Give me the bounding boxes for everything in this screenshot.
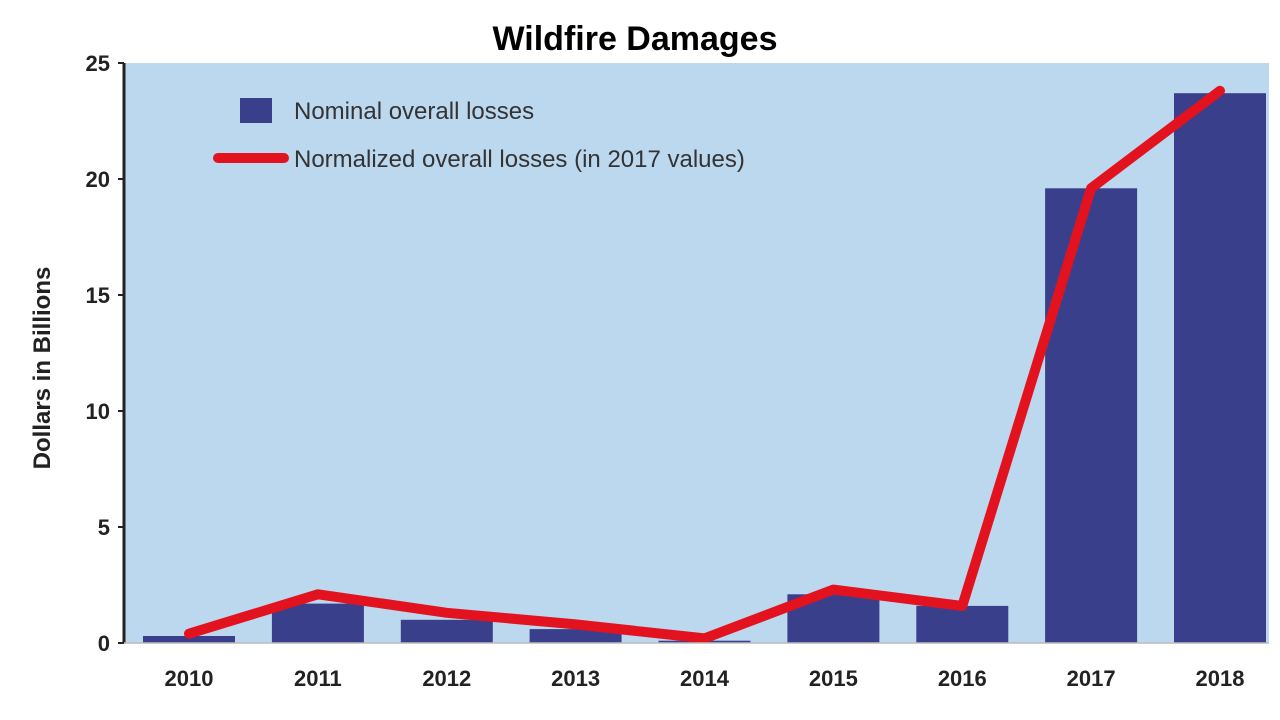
- line-point-2011: [313, 590, 322, 599]
- bar-2012: [400, 619, 493, 643]
- y-tick-label-10: 10: [86, 399, 110, 424]
- legend-label-nominal: Nominal overall losses: [294, 98, 534, 125]
- y-tick-label-0: 0: [98, 631, 110, 656]
- x-tick-label-2015: 2015: [809, 666, 858, 691]
- y-axis-label: Dollars in Billions: [29, 267, 56, 470]
- bars-layer: [143, 93, 1266, 644]
- bar-2016: [916, 605, 1009, 643]
- bar-2018: [1174, 93, 1266, 643]
- y-tick-label-15: 15: [86, 283, 110, 308]
- line-point-2013: [571, 620, 580, 629]
- bar-2011: [271, 603, 364, 643]
- line-point-2015: [829, 585, 838, 594]
- x-tick-label-2018: 2018: [1196, 666, 1245, 691]
- y-tick-label-20: 20: [86, 167, 110, 192]
- line-point-2018: [1216, 86, 1224, 95]
- x-tick-label-2017: 2017: [1067, 666, 1116, 691]
- y-tick-label-25: 25: [86, 51, 110, 76]
- bar-2017: [1045, 188, 1138, 644]
- x-tick-label-2016: 2016: [938, 666, 987, 691]
- legend: Nominal overall losses Normalized overal…: [213, 98, 745, 173]
- line-point-2014: [700, 634, 709, 643]
- line-point-2012: [442, 608, 451, 617]
- y-tick-label-5: 5: [98, 515, 110, 540]
- legend-label-normalized: Normalized overall losses (in 2017 value…: [294, 146, 745, 173]
- line-point-2010: [185, 629, 193, 638]
- line-layer: [184, 85, 1225, 644]
- y-axis-ticks: 0 5 10 15 20 25: [86, 51, 124, 656]
- x-tick-label-2011: 2011: [294, 666, 342, 691]
- x-tick-label-2010: 2010: [165, 666, 214, 691]
- line-point-2017: [1087, 184, 1096, 193]
- legend-swatch-nominal: [240, 98, 272, 123]
- x-axis-ticks: 2010 2011 2012 2013 2014 2015 2016 2017 2018: [165, 666, 1245, 691]
- bar-2013: [529, 629, 622, 643]
- x-tick-label-2014: 2014: [680, 666, 730, 691]
- x-tick-label-2013: 2013: [551, 666, 600, 691]
- chart-title: Wildfire Damages: [493, 20, 778, 58]
- x-tick-label-2012: 2012: [422, 666, 471, 691]
- bar-2010: [143, 636, 235, 643]
- line-point-2016: [958, 601, 967, 610]
